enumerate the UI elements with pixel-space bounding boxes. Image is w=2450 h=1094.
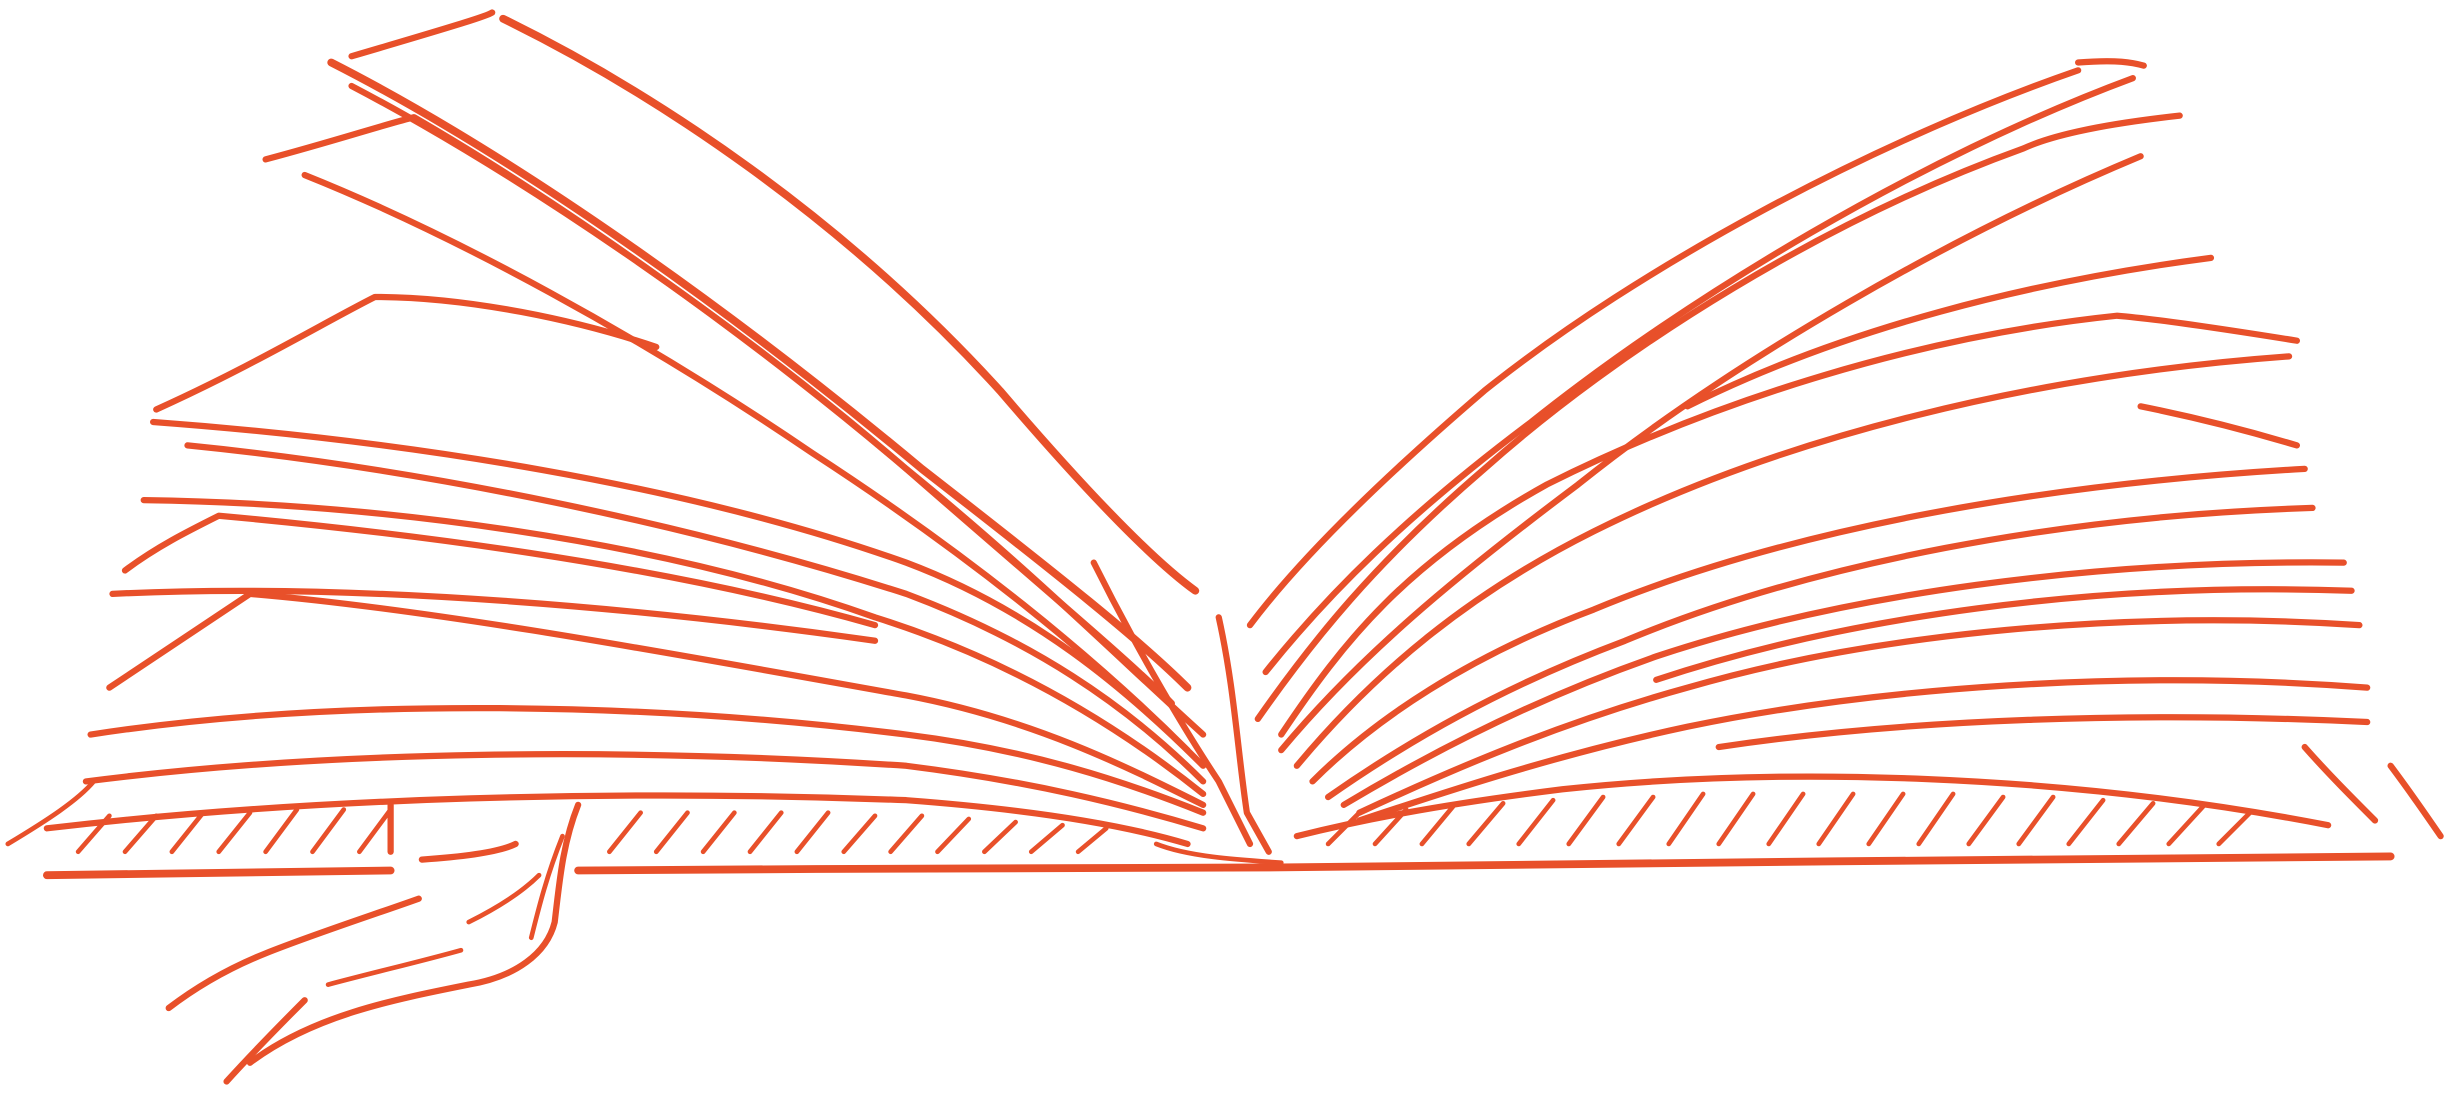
- right-page-edge: [2075, 58, 2147, 69]
- left-page-edge: [262, 114, 1207, 738]
- left-page-edge: [348, 9, 496, 60]
- right-page-edges: [1246, 58, 2444, 840]
- left-page-edge: [184, 442, 1207, 785]
- book-base-line: [42, 852, 2395, 880]
- left-page-edge: [121, 512, 879, 629]
- left-page-edge: [153, 293, 660, 413]
- left-page-edge: [499, 14, 1200, 595]
- left-page-edge: [5, 779, 97, 847]
- right-page-edge: [1356, 677, 2371, 824]
- left-page-edge: [140, 496, 1207, 798]
- book-spine: [1090, 559, 1284, 866]
- right-page-edge: [1309, 465, 2308, 785]
- left-page-block-hatching: [75, 807, 1109, 855]
- right-page-edge: [2137, 403, 2300, 449]
- left-page-edge: [106, 590, 1207, 808]
- bookmark-ribbon: [165, 801, 582, 1085]
- right-page-edge: [1684, 254, 2215, 410]
- right-page-edge: [1254, 112, 2183, 723]
- left-page-edge: [87, 704, 1207, 816]
- right-page-edge: [1262, 75, 2136, 676]
- right-page-edge: [1715, 714, 2371, 751]
- right-page-edge: [1246, 67, 2082, 629]
- left-page-edge: [82, 751, 1207, 832]
- right-page-edge: [1278, 153, 2144, 754]
- right-page-edge: [1356, 617, 2363, 816]
- right-page-edge: [1293, 353, 2293, 769]
- right-page-edge: [2387, 762, 2444, 840]
- left-page-edge: [109, 587, 879, 644]
- right-page-block-hatching: [1325, 791, 2253, 847]
- left-page-edge: [327, 58, 1192, 692]
- right-page-edge: [1653, 586, 2355, 683]
- right-page-edge: [1278, 312, 2300, 738]
- right-page-edge: [2301, 743, 2379, 824]
- right-page-edge: [1340, 559, 2347, 808]
- right-page-edge: [1293, 773, 2332, 840]
- right-page-edge: [1325, 504, 2316, 801]
- left-page-edge: [43, 792, 1191, 848]
- left-page-edge: [150, 418, 1207, 769]
- open-book-sketch: [5, 9, 2444, 1085]
- left-page-edge: [301, 171, 1191, 754]
- left-page-edges: [5, 9, 1207, 848]
